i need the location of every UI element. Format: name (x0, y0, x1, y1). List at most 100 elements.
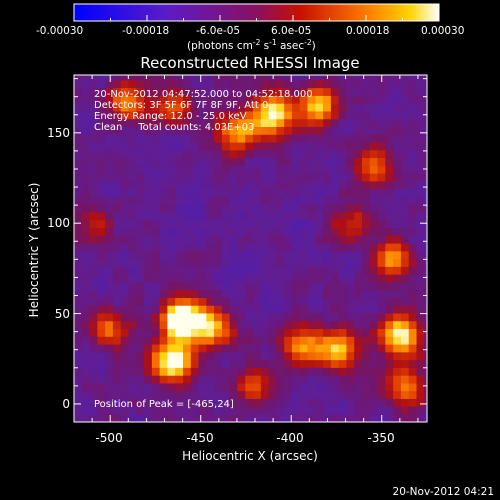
heatmap-cell (369, 243, 378, 252)
heatmap-cell (74, 219, 83, 229)
heatmap-cell (182, 367, 192, 376)
heatmap-cell (105, 243, 114, 252)
heatmap-cell (377, 235, 386, 244)
heatmap-cell (354, 134, 363, 143)
heatmap-cell (221, 165, 230, 174)
heatmap-cell (354, 383, 363, 392)
heatmap-cell (221, 274, 230, 283)
heatmap-cell (245, 80, 254, 89)
heatmap-cell (291, 258, 301, 267)
heatmap-cell (268, 204, 277, 213)
heatmap-cell (253, 219, 262, 229)
heatmap-cell (377, 204, 386, 213)
heatmap-cell (385, 111, 394, 120)
heatmap-cell (167, 219, 176, 229)
heatmap-cell (89, 383, 98, 392)
y-axis-label: Heliocentric Y (arcsec) (27, 183, 41, 318)
heatmap-cell (144, 243, 153, 252)
heatmap-cell (291, 212, 301, 221)
heatmap-cell (330, 103, 339, 112)
heatmap-cell (299, 126, 308, 135)
heatmap-cell (175, 118, 184, 127)
heatmap-cell (105, 134, 114, 143)
heatmap-cell (89, 75, 98, 81)
heatmap-cell (144, 359, 153, 368)
heatmap-cell (276, 359, 285, 368)
heatmap-cell (416, 258, 425, 267)
heatmap-cell (74, 336, 83, 345)
heatmap-cell (89, 111, 98, 120)
heatmap-cell (105, 165, 114, 174)
heatmap-cell (307, 282, 316, 291)
heatmap-cell (229, 313, 238, 322)
heatmap-cell (354, 118, 363, 127)
heatmap-cell (385, 150, 394, 159)
heatmap-cell (253, 414, 262, 422)
heatmap-cell (260, 142, 269, 151)
heatmap-cell (206, 95, 215, 104)
heatmap-cell (315, 383, 324, 392)
heatmap-cell (229, 282, 238, 291)
heatmap-cell (221, 328, 230, 337)
heatmap-cell (167, 352, 176, 361)
heatmap-cell (221, 414, 230, 422)
heatmap-cell (136, 173, 145, 182)
heatmap-cell (206, 344, 215, 353)
heatmap-cell (182, 227, 192, 236)
heatmap-cell (377, 336, 386, 345)
heatmap-cell (206, 367, 215, 376)
heatmap-cell (346, 212, 355, 221)
heatmap-cell (408, 274, 417, 283)
heatmap-cell (276, 219, 285, 229)
heatmap-cell (253, 398, 262, 407)
heatmap-cell (393, 359, 402, 368)
heatmap-cell (323, 243, 332, 252)
heatmap-cell (237, 274, 246, 283)
heatmap-cell (299, 344, 308, 353)
heatmap-cell (206, 235, 215, 244)
heatmap-cell (408, 103, 417, 112)
heatmap-cell (198, 243, 207, 252)
heatmap-cell (237, 406, 246, 415)
heatmap-cell (81, 352, 90, 361)
heatmap-cell (112, 150, 121, 159)
heatmap-cell (151, 398, 160, 407)
heatmap-cell (74, 328, 83, 337)
heatmap-cell (284, 227, 293, 236)
heatmap-cell (167, 320, 176, 330)
heatmap-cell (408, 258, 417, 267)
heatmap-cell (346, 344, 355, 353)
colorbar-unit: (photons cm-2 s-1 asec-2) (187, 38, 316, 52)
heatmap-cell (97, 95, 106, 104)
heatmap-cell (128, 235, 137, 244)
heatmap-cell (97, 251, 106, 260)
axis-ticks (73, 75, 427, 423)
heatmap-cell (81, 227, 90, 236)
heatmap-cell (190, 336, 199, 345)
heatmap-cell (214, 142, 223, 151)
heatmap-cell (182, 118, 192, 127)
heatmap-cell (182, 258, 192, 267)
heatmap-cell (362, 142, 371, 151)
heatmap-cell (206, 328, 215, 337)
heatmap-cell (120, 328, 129, 337)
heatmap-cell (369, 173, 378, 182)
heatmap-cell (120, 75, 129, 81)
heatmap-cell (97, 126, 106, 135)
heatmap-cell (268, 328, 277, 337)
heatmap-cell (167, 282, 176, 291)
heatmap-cell (159, 289, 168, 298)
heatmap-cell (97, 142, 106, 151)
heatmap-cell (105, 251, 114, 260)
heatmap-cell (74, 344, 83, 353)
heatmap-cell (260, 235, 269, 244)
heatmap-cell (167, 313, 176, 322)
colorbar-tick-label: -6.0e-05 (196, 25, 240, 37)
heatmap-cell (400, 142, 410, 151)
heatmap-cell (245, 204, 254, 213)
heatmap-cell (362, 126, 371, 135)
heatmap-cell (253, 87, 262, 96)
heatmap-cell (400, 95, 410, 104)
heatmap-cell (206, 359, 215, 368)
heatmap-cell (284, 266, 293, 275)
